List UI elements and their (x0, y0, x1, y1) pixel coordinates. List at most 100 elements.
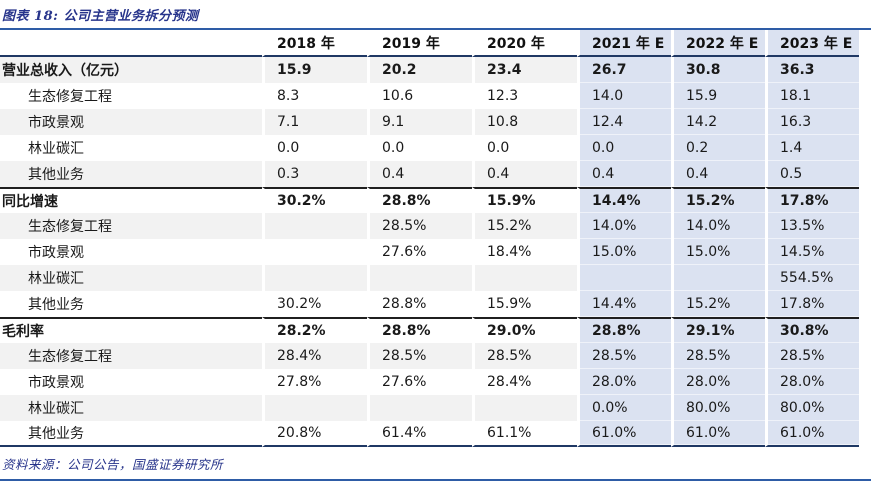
value-cell: 61.0% (765, 421, 859, 447)
value-cell: 61.0% (577, 421, 671, 447)
value-cell: 28.5% (671, 343, 765, 369)
value-cell: 15.0% (577, 239, 671, 265)
value-cell: 23.4 (472, 57, 577, 83)
row-label: 毛利率 (0, 317, 262, 343)
table-row: 市政景观 7.1 9.1 10.8 12.4 14.2 16.3 (0, 109, 859, 135)
row-label: 其他业务 (0, 161, 262, 187)
value-cell: 28.5% (367, 213, 472, 239)
row-label: 市政景观 (28, 375, 84, 391)
value-cell: 36.3 (765, 57, 859, 83)
value-cell: 15.9 (671, 83, 765, 109)
table-row: 生态修复工程 28.5% 15.2% 14.0% 14.0% 13.5% (0, 213, 859, 239)
row-label: 市政景观 (0, 109, 262, 135)
value-cell: 8.3 (262, 83, 367, 109)
value-cell: 27.6% (367, 239, 472, 265)
value-cell (262, 213, 367, 239)
value-cell (671, 265, 765, 291)
value-cell: 12.4 (577, 109, 671, 135)
table-row: 其他业务 30.2% 28.8% 15.9% 14.4% 15.2% 17.8% (0, 291, 859, 317)
value-cell: 0.0 (367, 135, 472, 161)
value-cell: 0.4 (671, 161, 765, 187)
row-label-header (0, 30, 262, 57)
value-cell: 26.7 (577, 57, 671, 83)
header-row: 2018 年 2019 年 2020 年 2021 年 E 2022 年 E 2023 年… (0, 30, 859, 57)
value-cell: 0.3 (262, 161, 367, 187)
value-cell: 15.2% (671, 291, 765, 317)
value-cell: 29.1% (671, 317, 765, 343)
year-header: 2022 年 E (671, 30, 765, 57)
year-header: 2020 年 (472, 30, 577, 57)
chart-title: 图表 18: 公司主营业务拆分预测 (2, 9, 199, 24)
value-cell: 27.8% (262, 369, 367, 395)
value-cell: 17.8% (765, 291, 859, 317)
value-cell: 0.2 (671, 135, 765, 161)
value-cell: 28.0% (765, 369, 859, 395)
value-cell: 10.6 (367, 83, 472, 109)
value-cell: 27.6% (367, 369, 472, 395)
row-label: 营业总收入（亿元） (0, 57, 262, 83)
table-row: 生态修复工程 28.4% 28.5% 28.5% 28.5% 28.5% 28.5% (0, 343, 859, 369)
value-cell: 10.8 (472, 109, 577, 135)
value-cell: 28.5% (765, 343, 859, 369)
value-cell: 14.0% (671, 213, 765, 239)
value-cell: 28.8% (367, 317, 472, 343)
value-cell: 0.4 (367, 161, 472, 187)
value-cell (262, 239, 367, 265)
value-cell: 18.4% (472, 239, 577, 265)
table-row: 其他业务 0.3 0.4 0.4 0.4 0.4 0.5 (0, 161, 859, 187)
value-cell: 14.5% (765, 239, 859, 265)
table-row: 林业碳汇 0.0 0.0 0.0 0.0 0.2 1.4 (0, 135, 859, 161)
row-label: 市政景观 (28, 245, 84, 261)
value-cell: 80.0% (671, 395, 765, 421)
table-row: 毛利率 28.2% 28.8% 29.0% 28.8% 29.1% 30.8% (0, 317, 859, 343)
value-cell: 28.8% (367, 291, 472, 317)
value-cell: 15.9% (472, 187, 577, 213)
value-cell: 30.8 (671, 57, 765, 83)
row-label: 林业碳汇 (28, 141, 84, 157)
value-cell: 554.5% (765, 265, 859, 291)
value-cell: 15.9 (262, 57, 367, 83)
table-row: 林业碳汇 554.5% (0, 265, 859, 291)
value-cell: 28.5% (367, 343, 472, 369)
value-cell: 20.2 (367, 57, 472, 83)
value-cell: 18.1 (765, 83, 859, 109)
value-cell: 30.8% (765, 317, 859, 343)
value-cell: 14.4% (577, 291, 671, 317)
value-cell: 0.4 (577, 161, 671, 187)
value-cell: 28.4% (472, 369, 577, 395)
value-cell: 80.0% (765, 395, 859, 421)
table-row: 林业碳汇 0.0% 80.0% 80.0% (0, 395, 859, 421)
row-label: 其他业务 (0, 421, 262, 447)
value-cell: 28.0% (671, 369, 765, 395)
value-cell: 15.2% (472, 213, 577, 239)
value-cell: 28.8% (367, 187, 472, 213)
year-header: 2023 年 E (765, 30, 859, 57)
year-header: 2018 年 (262, 30, 367, 57)
value-cell: 14.0 (577, 83, 671, 109)
value-cell: 1.4 (765, 135, 859, 161)
value-cell: 17.8% (765, 187, 859, 213)
value-cell: 28.5% (472, 343, 577, 369)
value-cell: 28.0% (577, 369, 671, 395)
value-cell: 0.0% (577, 395, 671, 421)
forecast-table: 2018 年 2019 年 2020 年 2021 年 E 2022 年 E 2023 年… (0, 30, 859, 447)
value-cell: 30.2% (262, 291, 367, 317)
value-cell (367, 395, 472, 421)
row-label: 其他业务 (28, 297, 84, 313)
value-cell: 7.1 (262, 109, 367, 135)
value-cell: 28.5% (577, 343, 671, 369)
table-row: 同比增速 30.2% 28.8% 15.9% 14.4% 15.2% 17.8% (0, 187, 859, 213)
value-cell (262, 265, 367, 291)
value-cell: 13.5% (765, 213, 859, 239)
year-header: 2019 年 (367, 30, 472, 57)
value-cell: 30.2% (262, 187, 367, 213)
table-row: 市政景观 27.6% 18.4% 15.0% 15.0% 14.5% (0, 239, 859, 265)
table-row: 其他业务 20.8% 61.4% 61.1% 61.0% 61.0% 61.0% (0, 421, 859, 447)
value-cell: 61.4% (367, 421, 472, 447)
value-cell (472, 265, 577, 291)
page-bottom-divider (0, 479, 871, 481)
value-cell: 20.8% (262, 421, 367, 447)
value-cell: 28.8% (577, 317, 671, 343)
row-label: 林业碳汇 (0, 395, 262, 421)
